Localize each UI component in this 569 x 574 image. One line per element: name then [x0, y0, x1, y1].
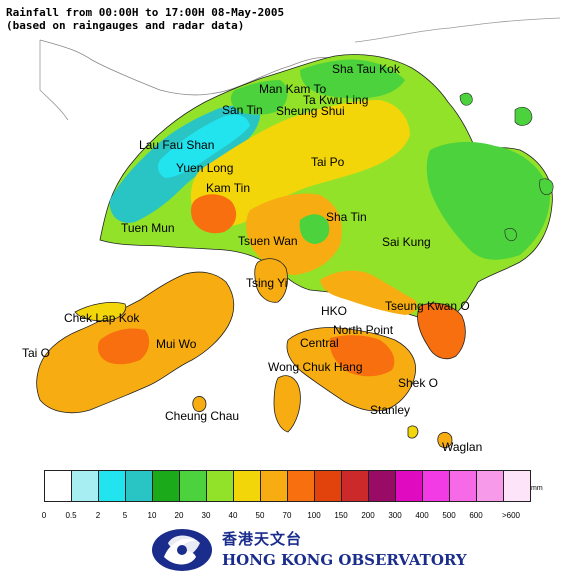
legend-tick-label: 5: [122, 511, 128, 520]
legend-tick-label: 10: [147, 511, 157, 520]
cheung-chau: [192, 396, 207, 412]
lantau-island: [36, 271, 235, 414]
label-hko: HKO: [321, 304, 347, 318]
label-sai-kung: Sai Kung: [382, 235, 431, 249]
lamma-island: [273, 375, 301, 433]
label-man-kam-to: Man Kam To: [259, 82, 326, 96]
label-chek-lap-kok: Chek Lap Kok: [64, 311, 140, 325]
label-san-tin: San Tin: [222, 103, 263, 117]
label-tsuen-wan: Tsuen Wan: [238, 234, 298, 248]
org-name-chinese: 香港天文台: [222, 530, 303, 548]
legend-swatch: [206, 470, 234, 502]
legend-unit: mm: [531, 485, 543, 492]
hong-kong-island: [286, 327, 417, 412]
label-kam-tin: Kam Tin: [206, 181, 250, 195]
legend-swatch: [422, 470, 450, 502]
clear-water-bay-peninsula: [417, 302, 466, 360]
legend-tick-label: 0: [41, 511, 47, 520]
legend-swatch: [260, 470, 288, 502]
legend-swatch: [287, 470, 315, 502]
label-sha-tau-kok: Sha Tau Kok: [332, 62, 401, 76]
legend-swatch: [503, 470, 531, 502]
new-territories: [99, 54, 553, 321]
legend-tick-label: 100: [307, 511, 321, 520]
legend-tick-label: 200: [361, 511, 375, 520]
legend-tick-label: 30: [201, 511, 211, 520]
mainland-coast-2: [39, 40, 69, 121]
legend-swatch: [152, 470, 180, 502]
legend-swatch: [449, 470, 477, 502]
label-wong-chuk-hang: Wong Chuk Hang: [268, 360, 363, 374]
label-stanley: Stanley: [370, 403, 410, 417]
legend-tick-label: 600: [469, 511, 483, 520]
label-shek-o: Shek O: [398, 376, 438, 390]
org-name-english: HONG KONG OBSERVATORY: [222, 551, 467, 569]
legend-swatch: [44, 470, 72, 502]
legend-tick-label: 400: [415, 511, 429, 520]
legend-tick-label: 50: [255, 511, 265, 520]
label-yuen-long: Yuen Long: [176, 161, 233, 175]
legend-swatch: [233, 470, 261, 502]
label-sha-tin: Sha Tin: [326, 210, 367, 224]
legend-swatch: [368, 470, 396, 502]
label-central: Central: [300, 336, 339, 350]
legend-swatch: [125, 470, 153, 502]
label-lau-fau-shan: Lau Fau Shan: [139, 138, 214, 152]
legend-swatch: [476, 470, 504, 502]
legend-tick-label: 2: [95, 511, 101, 520]
legend-swatch: [341, 470, 369, 502]
label-tsing-yi: Tsing Yi: [246, 276, 287, 290]
legend-tick-label: 40: [228, 511, 238, 520]
title-line-2: (based on raingauges and radar data): [6, 19, 245, 32]
label-tai-po: Tai Po: [311, 155, 345, 169]
label-tai-o: Tai O: [22, 346, 50, 360]
label-tuen-mun: Tuen Mun: [121, 221, 175, 235]
legend-tick-label: 0.5: [65, 511, 77, 520]
waglan-island: [437, 432, 453, 448]
legend-tick-label: 70: [282, 511, 292, 520]
legend-tick-label: >600: [501, 511, 521, 520]
map-title: Rainfall from 00:00H to 17:00H 08-May-20…: [6, 6, 284, 32]
label-north-point: North Point: [333, 323, 394, 337]
label-cheung-chau: Cheung Chau: [165, 409, 239, 423]
rainfall-map: Sha Tau Kok Man Kam To Ta Kwu Ling Sheun…: [22, 17, 561, 454]
rainfall-legend: [44, 470, 531, 502]
label-waglan: Waglan: [442, 440, 482, 454]
observatory-logo-icon: [152, 529, 212, 571]
legend-tick-label: 500: [442, 511, 456, 520]
label-mui-wo: Mui Wo: [156, 337, 197, 351]
legend-swatch: [395, 470, 423, 502]
title-line-1: Rainfall from 00:00H to 17:00H 08-May-20…: [6, 6, 285, 19]
legend-swatch: [98, 470, 126, 502]
legend-swatch: [179, 470, 207, 502]
small-island: [407, 425, 419, 439]
legend-tick-label: 20: [174, 511, 184, 520]
tsing-yi: [254, 258, 288, 303]
legend-tick-label: 150: [334, 511, 348, 520]
label-sheung-shui: Sheung Shui: [276, 104, 345, 118]
border-line: [39, 39, 331, 96]
label-ta-kwu-ling: Ta Kwu Ling: [303, 93, 368, 107]
mainland-coast: [354, 17, 561, 43]
legend-tick-label: 300: [388, 511, 402, 520]
place-labels: Sha Tau Kok Man Kam To Ta Kwu Ling Sheun…: [22, 62, 482, 454]
legend-swatch: [71, 470, 99, 502]
eastern-islands: [459, 92, 554, 242]
label-tseung-kwan-o: Tseung Kwan O: [385, 299, 470, 313]
legend-swatch: [314, 470, 342, 502]
